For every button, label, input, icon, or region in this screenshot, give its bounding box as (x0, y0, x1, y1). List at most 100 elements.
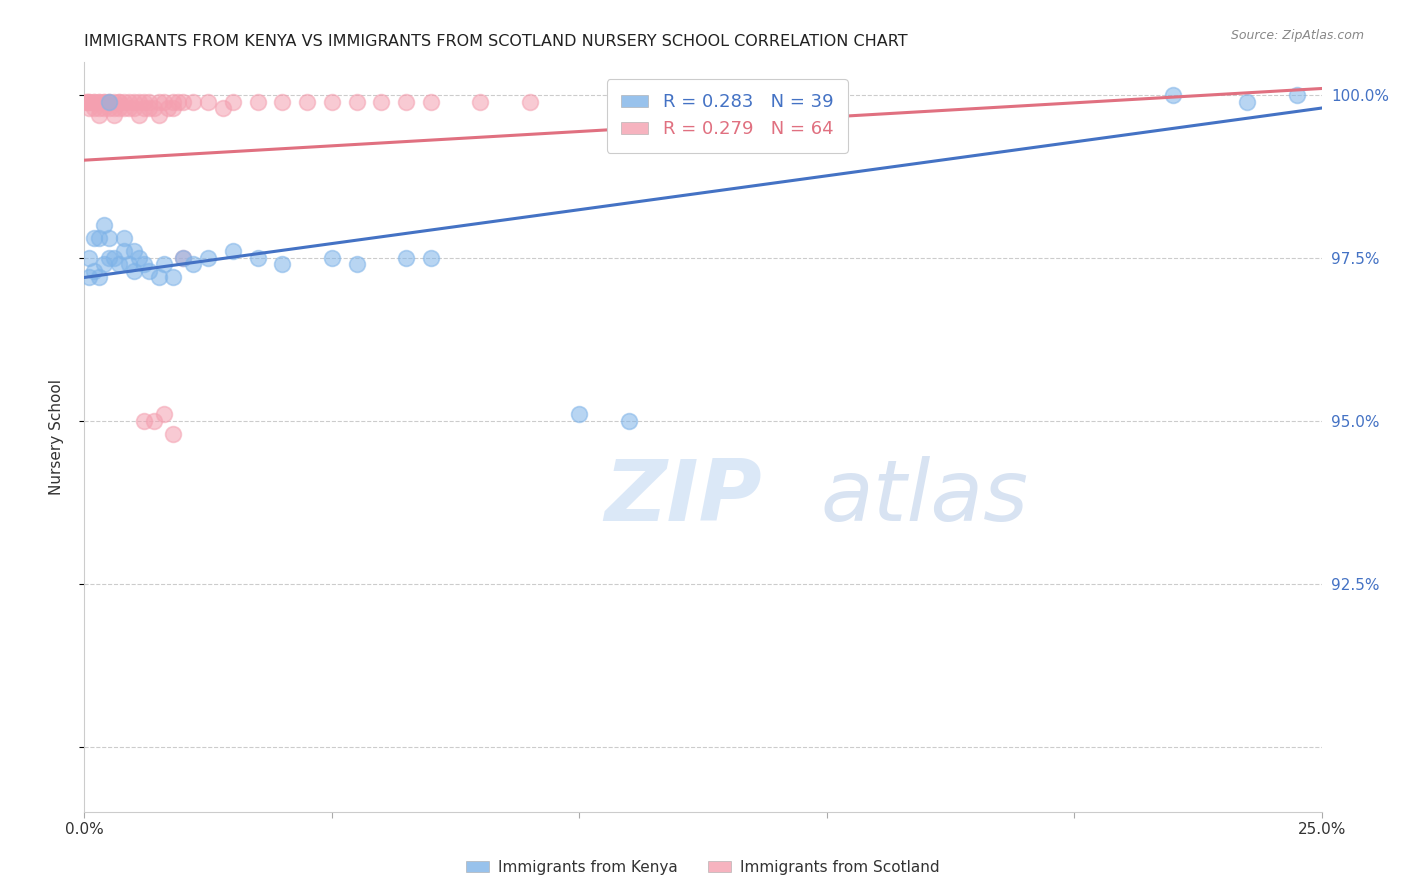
Point (419, 251, 441, 265)
Point (246, 251, 269, 265)
Point (172, 251, 194, 265)
Point (103, 95, 125, 109)
Point (419, 95, 441, 109)
Point (75, 95, 97, 109)
Point (93, 95, 115, 109)
Point (83, 95, 105, 109)
Point (157, 101, 180, 115)
Point (112, 231, 135, 245)
Point (212, 101, 235, 115)
Text: Source: ZipAtlas.com: Source: ZipAtlas.com (1230, 29, 1364, 42)
Point (346, 257, 368, 271)
Point (93, 95, 115, 109)
Point (93, 101, 115, 115)
Point (128, 95, 150, 109)
Point (79, 251, 101, 265)
Point (148, 95, 170, 109)
Point (197, 95, 219, 109)
Y-axis label: Nursery School: Nursery School (49, 379, 63, 495)
Point (108, 257, 131, 271)
Point (103, 251, 125, 265)
Point (98, 101, 121, 115)
Point (93, 219, 115, 233)
Point (172, 251, 194, 265)
Legend: Immigrants from Kenya, Immigrants from Scotland: Immigrants from Kenya, Immigrants from S… (460, 854, 946, 881)
Point (98, 95, 121, 109)
Point (370, 95, 392, 109)
Point (122, 244, 145, 259)
Point (321, 95, 343, 109)
Point (1285, 88, 1308, 103)
Point (83, 95, 105, 109)
Point (118, 101, 141, 115)
Point (118, 257, 141, 271)
Point (98, 231, 121, 245)
Point (142, 101, 165, 115)
Point (152, 407, 174, 421)
Point (83, 264, 105, 278)
Point (162, 95, 184, 109)
Point (122, 264, 145, 278)
Point (89, 107, 111, 121)
Point (132, 95, 155, 109)
Point (89, 95, 111, 109)
Point (617, 414, 640, 428)
Point (138, 101, 160, 115)
Point (112, 95, 135, 109)
Text: atlas: atlas (821, 456, 1029, 539)
Point (108, 95, 131, 109)
Point (112, 101, 135, 115)
Point (79, 95, 101, 109)
Point (519, 95, 541, 109)
Point (295, 95, 318, 109)
Point (89, 231, 111, 245)
Point (138, 264, 160, 278)
Point (108, 95, 131, 109)
Point (76, 95, 98, 109)
Point (89, 101, 111, 115)
Point (346, 95, 368, 109)
Point (132, 257, 155, 271)
Point (138, 95, 160, 109)
Point (222, 95, 245, 109)
Point (181, 257, 204, 271)
Point (1161, 88, 1184, 103)
Point (132, 414, 155, 428)
Point (83, 101, 105, 115)
Point (98, 251, 121, 265)
Point (162, 270, 184, 285)
Point (181, 95, 204, 109)
Point (222, 244, 245, 259)
Point (128, 251, 150, 265)
Point (83, 231, 105, 245)
Point (79, 95, 101, 109)
Point (162, 101, 184, 115)
Point (246, 95, 269, 109)
Point (152, 95, 174, 109)
Point (152, 257, 174, 271)
Point (568, 407, 591, 421)
Point (148, 107, 170, 121)
Point (98, 95, 121, 109)
Point (103, 107, 125, 121)
Point (93, 257, 115, 271)
Text: ZIP: ZIP (605, 456, 762, 539)
Point (395, 95, 418, 109)
Point (103, 101, 125, 115)
Point (162, 426, 184, 441)
Legend: R = 0.283   N = 39, R = 0.279   N = 64: R = 0.283 N = 39, R = 0.279 N = 64 (607, 79, 848, 153)
Point (271, 257, 294, 271)
Point (132, 101, 155, 115)
Point (142, 414, 165, 428)
Point (197, 251, 219, 265)
Point (118, 95, 141, 109)
Point (1236, 95, 1258, 109)
Point (148, 270, 170, 285)
Point (112, 244, 135, 259)
Point (98, 95, 121, 109)
Point (128, 107, 150, 121)
Point (470, 95, 492, 109)
Point (79, 101, 101, 115)
Point (395, 251, 418, 265)
Text: IMMIGRANTS FROM KENYA VS IMMIGRANTS FROM SCOTLAND NURSERY SCHOOL CORRELATION CHA: IMMIGRANTS FROM KENYA VS IMMIGRANTS FROM… (84, 34, 908, 49)
